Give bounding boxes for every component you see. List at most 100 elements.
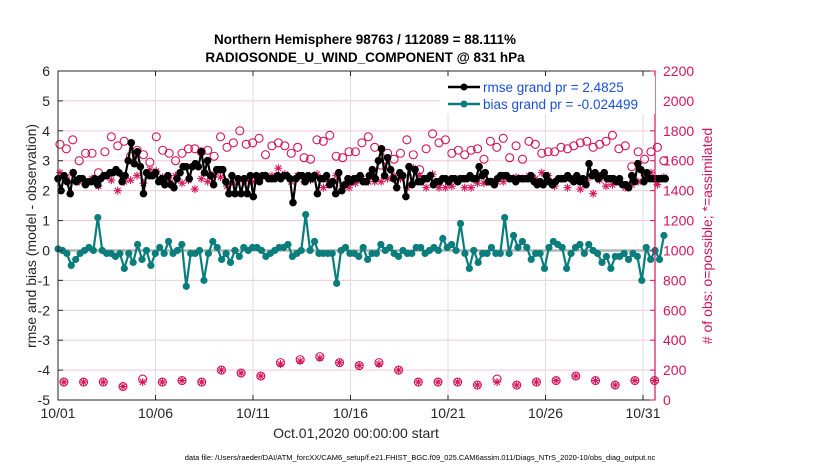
bias-point: [642, 243, 650, 252]
rmse-point: [139, 189, 148, 198]
bias-point: [89, 246, 97, 255]
y-tick-label: 5: [42, 93, 50, 109]
asterisk-stroke: [474, 179, 481, 187]
rmse-point: [176, 168, 184, 177]
rmse-point: [133, 147, 142, 156]
rmse-point: [90, 174, 99, 183]
obs-possible-marker: [228, 138, 238, 148]
rmse-point: [197, 147, 206, 156]
obs-assimilated-marker: [453, 378, 462, 387]
y-tick-label: 0: [42, 242, 50, 258]
obs-possible-marker: [74, 156, 84, 166]
bias-point: [620, 249, 628, 258]
asterisk-stroke: [454, 378, 461, 386]
rmse-point: [161, 180, 169, 189]
asterisk-stroke: [198, 378, 205, 386]
obs-possible-marker: [164, 148, 174, 158]
y-tick-label: 6: [42, 63, 50, 79]
obs-possible-marker: [357, 138, 367, 148]
asterisk-stroke: [467, 184, 475, 191]
asterisk-stroke: [631, 377, 639, 384]
y-right-tick-label: 0: [663, 392, 671, 408]
y-axis-right-label: # of obs: o=possible; *=assimilated: [699, 128, 715, 344]
bias-point: [474, 258, 482, 267]
y-tick-label: 2: [42, 183, 50, 199]
obs-possible-marker: [119, 136, 129, 146]
obs-assimilated-marker: [335, 358, 344, 367]
y-right-tick-label: 2000: [663, 93, 694, 109]
obs-possible-marker: [344, 147, 354, 157]
rmse-point: [627, 171, 636, 180]
rmse-point: [203, 156, 212, 165]
obs-assimilated-marker: [571, 372, 580, 381]
rmse-point: [228, 171, 236, 180]
obs-possible-marker: [280, 141, 290, 151]
x-tick-label: 10/31: [625, 405, 660, 421]
obs-possible-marker: [543, 147, 553, 157]
rmse-point: [411, 165, 419, 174]
y-tick-label: -3: [38, 332, 51, 348]
rmse-point: [643, 168, 651, 177]
bias-point: [607, 264, 615, 272]
rmse-point: [209, 180, 218, 189]
asterisk-stroke: [159, 378, 166, 386]
asterisk-stroke: [114, 187, 121, 194]
rmse-point: [289, 198, 297, 207]
obs-assimilated-marker: [315, 354, 324, 363]
obs-possible-marker: [652, 142, 662, 152]
rmse-point: [334, 168, 343, 177]
obs-possible-marker: [312, 135, 322, 145]
asterisk-stroke: [564, 184, 571, 191]
rmse-point: [246, 171, 255, 180]
obs-possible-marker: [421, 144, 431, 154]
asterisk-stroke: [178, 179, 186, 187]
rmse-point: [231, 189, 239, 198]
rmse-point: [579, 174, 587, 183]
rmse-point: [365, 171, 374, 180]
asterisk-stroke: [275, 164, 282, 172]
bias-point: [257, 246, 266, 255]
x-tick-label: 10/21: [430, 405, 465, 421]
bias-point: [580, 249, 588, 258]
rmse-point: [630, 177, 639, 186]
bias-point: [151, 249, 159, 258]
obs-possible-marker: [254, 133, 264, 143]
bias-point: [417, 243, 425, 252]
bias-point: [624, 255, 633, 264]
rmse-point: [173, 174, 181, 183]
rmse-point: [240, 174, 248, 183]
grid: [58, 71, 655, 400]
asterisk-stroke: [119, 383, 127, 390]
obs-possible-marker: [511, 141, 521, 151]
bias-point: [386, 243, 394, 252]
bias-point: [328, 249, 336, 258]
rmse-point: [218, 165, 227, 174]
obs-possible-marker: [222, 142, 232, 152]
y-tick-label: 3: [42, 153, 50, 169]
y-right-tick-label: 1200: [663, 213, 694, 229]
obs-assimilated-marker: [355, 361, 364, 370]
bias-point: [222, 249, 230, 258]
rmse-point: [328, 177, 337, 186]
bias-point: [633, 252, 641, 261]
bias-point: [134, 240, 142, 249]
asterisk-stroke: [257, 372, 265, 380]
x-tick-label: 10/26: [528, 405, 563, 421]
obs-possible-marker: [106, 132, 116, 142]
obs-assimilated-marker: [630, 376, 639, 385]
legend-box: [440, 76, 655, 114]
rmse-point: [386, 165, 395, 174]
asterisk-stroke: [538, 169, 545, 176]
bias-point: [501, 213, 509, 222]
legend: rmse grand pr = 2.4825 bias grand pr = -…: [440, 76, 655, 114]
obs-assimilated-marker: [441, 183, 450, 192]
rmse-point: [615, 174, 624, 183]
bias-point: [496, 249, 504, 258]
asterisk-stroke: [356, 362, 363, 369]
rmse-point: [341, 180, 349, 189]
bias-point: [408, 249, 416, 258]
bias-point: [333, 279, 341, 287]
bias-point: [536, 249, 544, 258]
obs-possible-marker: [370, 142, 380, 152]
